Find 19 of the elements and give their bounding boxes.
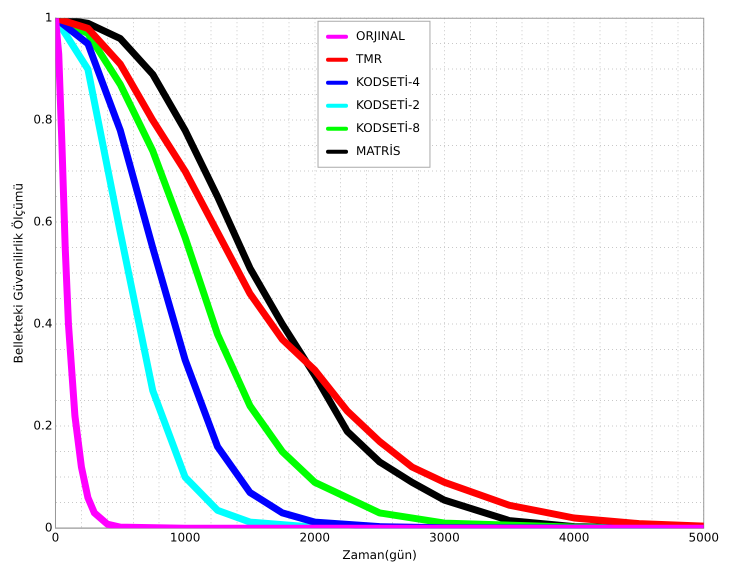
x-tick-label: 3000 [429,530,460,545]
y-tick-label: 0.6 [33,214,52,228]
legend-label: KODSETİ-8 [356,120,420,135]
y-axis-title: Bellekteki Güvenilirlik Ölçümü [11,182,26,364]
x-tick-label: 1000 [170,530,200,545]
legend-label: KODSETİ-2 [356,98,420,112]
x-axis-title: Zaman(gün) [342,548,417,562]
legend-label: KODSETİ-4 [356,74,420,89]
y-tick-label: 0.8 [33,112,52,126]
legend-label: MATRİS [356,144,400,158]
legend-label: ORJINAL [356,28,406,43]
y-tick-label: 1 [44,10,52,24]
x-tick-label: 5000 [688,530,720,545]
y-tick-label: 0 [44,520,52,534]
x-tick-label: 2000 [300,530,330,545]
y-tick-label: 0.4 [33,316,52,330]
y-tick-label: 0.2 [33,418,52,432]
legend-label: TMR [355,52,382,66]
x-tick-label: 4000 [558,530,590,545]
